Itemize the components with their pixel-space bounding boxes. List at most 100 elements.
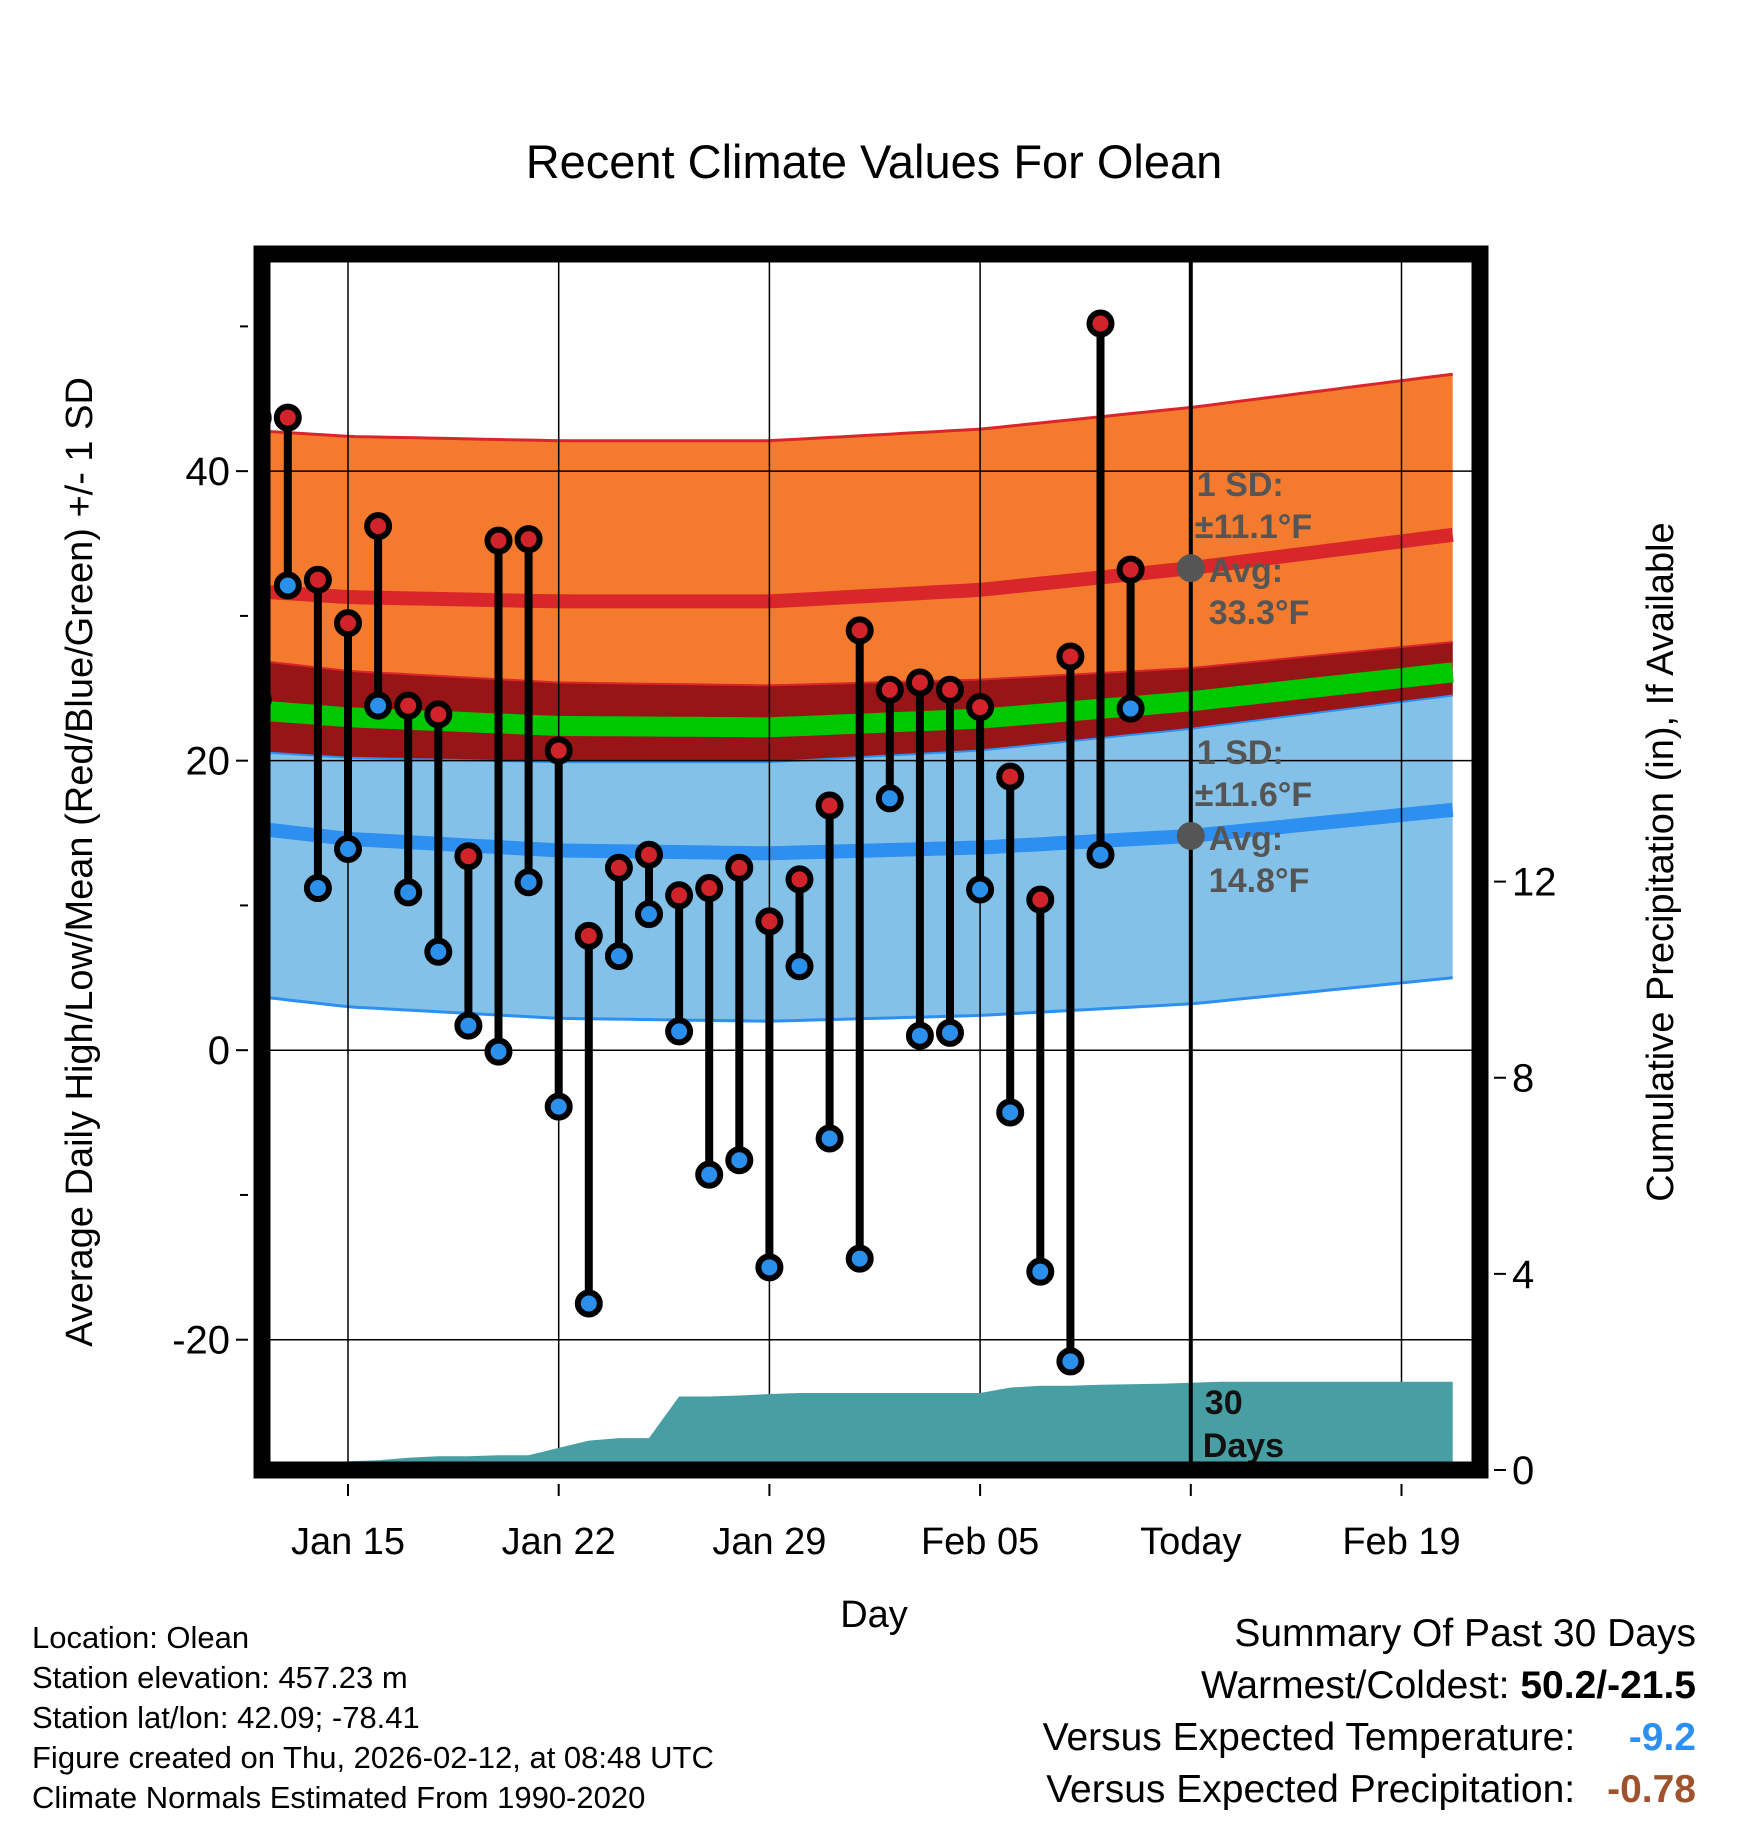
high-avg-value: 33.3°F	[1209, 594, 1310, 632]
y2-tick-label: 12	[1512, 861, 1557, 905]
summary-warm-cold: Warmest/Coldest: 50.2/-21.5	[1043, 1660, 1696, 1712]
daily-high-point	[755, 907, 784, 936]
x-tick-label: Feb 19	[1342, 1521, 1460, 1563]
y2-tick-label: 0	[1512, 1449, 1534, 1493]
daily-low-point	[875, 784, 904, 813]
today-low-normal-dot	[1176, 821, 1205, 850]
daily-high-point	[544, 736, 573, 765]
high-band-top-edge	[262, 372, 1453, 443]
y-tick-label: 40	[186, 450, 231, 494]
daily-high-point	[875, 675, 904, 704]
daily-high-point	[273, 403, 302, 432]
warm-cold-value: 50.2/-21.5	[1520, 1664, 1696, 1707]
daily-high-point	[1056, 642, 1085, 671]
days-count-label: Days	[1203, 1427, 1284, 1465]
y2-axis-label: Cumulative Precipitation (in), If Availa…	[1640, 522, 1682, 1201]
daily-low-point	[484, 1037, 513, 1066]
warm-cold-label: Warmest/Coldest:	[1201, 1664, 1510, 1707]
daily-low-point	[695, 1160, 724, 1189]
daily-low-point	[996, 1098, 1025, 1127]
daily-low-point	[303, 874, 332, 903]
daily-high-point	[1026, 885, 1055, 914]
x-tick-label: Jan 22	[502, 1521, 616, 1563]
y-tick-label: -20	[172, 1319, 230, 1363]
low-avg-label: Avg:	[1209, 820, 1283, 858]
low-sd-label: 1 SD:	[1197, 734, 1284, 772]
today-high-normal-dot	[1176, 554, 1205, 583]
daily-high-point	[966, 693, 995, 722]
low-avg-value: 14.8°F	[1209, 862, 1310, 900]
daily-low-point	[845, 1244, 874, 1273]
daily-high-point	[815, 791, 844, 820]
daily-high-point	[695, 874, 724, 903]
daily-low-point	[604, 942, 633, 971]
plot-contents: 1 SD: ±11.1°F Avg: 33.3°F 1 SD: ±11.6°F Avg: 14…	[262, 254, 1480, 1470]
daily-low-point	[635, 900, 663, 929]
y2-tick-label: 8	[1512, 1057, 1534, 1101]
summary-temp: Versus Expected Temperature: -9.2	[1043, 1712, 1696, 1764]
daily-high-point	[936, 675, 964, 704]
y-tick-label: 20	[186, 740, 231, 784]
low-sd-value: ±11.6°F	[1195, 776, 1312, 814]
daily-high-point	[454, 842, 483, 871]
created-text: Figure created on Thu, 2026-02-12, at 08…	[32, 1740, 714, 1775]
daily-low-point	[424, 937, 453, 966]
high-normal-line	[262, 527, 1454, 609]
y-axis-label: Average Daily High/Low/Mean (Red/Blue/Gr…	[59, 377, 101, 1347]
daily-high-point	[845, 616, 874, 645]
daily-high-point	[996, 762, 1025, 791]
x-tick-label: Feb 05	[921, 1521, 1039, 1563]
daily-low-point	[1086, 840, 1115, 869]
daily-high-point	[785, 865, 814, 894]
low-band-bottom-edge	[262, 976, 1453, 1023]
daily-high-point	[334, 609, 362, 638]
days-count-number: 30	[1205, 1384, 1243, 1422]
daily-high-point	[484, 526, 513, 555]
summary-panel: Summary Of Past 30 Days Warmest/Coldest:…	[1043, 1608, 1696, 1816]
daily-low-point	[665, 1017, 694, 1046]
precip-area	[262, 1381, 1453, 1470]
daily-low-point	[574, 1289, 603, 1318]
plot-area: 1 SD: ±11.1°F Avg: 33.3°F 1 SD: ±11.6°F Avg: 14…	[172, 245, 1557, 1563]
x-tick-label: Today	[1140, 1521, 1241, 1563]
daily-low-point	[785, 952, 814, 981]
daily-high-point	[303, 565, 332, 594]
daily-low-point	[725, 1146, 754, 1175]
elevation-text: Station elevation: 457.23 m	[32, 1660, 408, 1695]
normals-text: Climate Normals Estimated From 1990-2020	[32, 1780, 646, 1815]
daily-high-point	[725, 853, 754, 882]
latlon-text: Station lat/lon: 42.09; -78.41	[32, 1700, 420, 1735]
high-sd-value: ±11.1°F	[1195, 508, 1312, 546]
daily-high-point	[604, 853, 633, 882]
daily-high-point	[1116, 555, 1145, 584]
daily-low-point	[1116, 694, 1145, 723]
daily-high-point	[635, 840, 663, 869]
temp-value: -9.2	[1628, 1716, 1696, 1759]
chart-title: Recent Climate Values For Olean	[526, 135, 1223, 188]
y-tick-label: 0	[208, 1029, 230, 1073]
daily-high-point	[905, 668, 934, 697]
summary-title: Summary Of Past 30 Days	[1234, 1612, 1696, 1655]
daily-high-point	[574, 921, 603, 950]
daily-low-point	[1056, 1347, 1085, 1376]
daily-low-point	[454, 1011, 483, 1040]
daily-low-point	[394, 878, 423, 907]
low-band-top-edge	[262, 641, 1453, 687]
daily-high-point	[514, 525, 543, 554]
temp-label: Versus Expected Temperature:	[1042, 1716, 1576, 1759]
daily-high-point	[364, 512, 393, 541]
daily-low-point	[544, 1092, 573, 1121]
daily-low-point	[755, 1253, 784, 1282]
precip-label: Versus Expected Precipitation:	[1046, 1768, 1576, 1811]
daily-low-point	[273, 571, 302, 600]
station-info: Location: Olean Station elevation: 457.2…	[32, 1618, 714, 1818]
x-axis-label: Day	[840, 1594, 908, 1636]
y2-tick-label: 4	[1512, 1253, 1534, 1297]
daily-low-point	[334, 834, 362, 863]
daily-high-point	[394, 691, 423, 720]
daily-high-point	[665, 881, 694, 910]
daily-low-point	[966, 875, 995, 904]
daily-low-point	[905, 1021, 934, 1050]
daily-low-point	[815, 1124, 844, 1153]
